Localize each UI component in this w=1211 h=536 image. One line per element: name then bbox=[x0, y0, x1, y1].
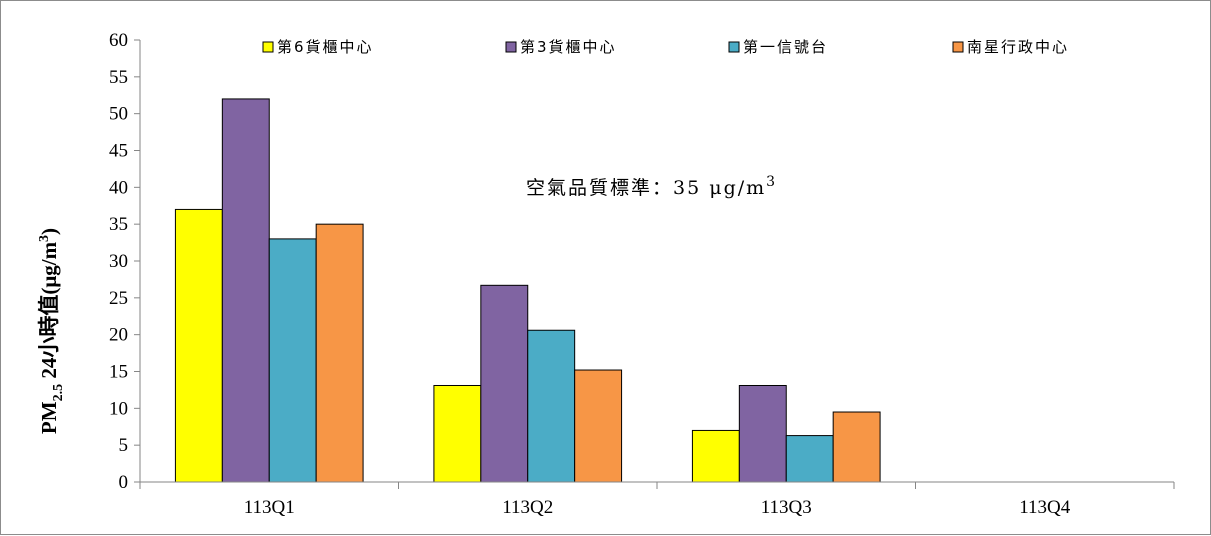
y-tick-label: 15 bbox=[109, 362, 128, 383]
legend-swatch bbox=[952, 41, 964, 53]
y-tick-label: 40 bbox=[109, 177, 128, 198]
y-tick-label: 35 bbox=[109, 214, 128, 235]
bar bbox=[221, 98, 270, 483]
legend-label: 第一信號台 bbox=[743, 38, 828, 56]
legend-swatch bbox=[262, 41, 274, 53]
y-tick-label: 25 bbox=[109, 288, 128, 309]
y-tick-label: 0 bbox=[119, 472, 129, 493]
x-tick-label: 113Q2 bbox=[502, 497, 553, 518]
y-tick-label: 45 bbox=[109, 141, 128, 162]
bar bbox=[832, 411, 881, 483]
bar bbox=[574, 369, 623, 483]
legend-label: 第6貨櫃中心 bbox=[277, 38, 374, 56]
y-axis-label: PM2.5 24小時值(μg/m3) bbox=[37, 228, 66, 434]
x-tick-label: 113Q4 bbox=[1019, 497, 1071, 518]
y-tick-label: 10 bbox=[109, 398, 128, 419]
bar bbox=[315, 223, 364, 483]
bars-layer bbox=[174, 98, 881, 483]
bar bbox=[268, 238, 317, 483]
bar bbox=[738, 384, 787, 483]
legend-label: 第3貨櫃中心 bbox=[520, 38, 617, 56]
reference-line-label: 空氣品質標準：35 μg/m3 bbox=[526, 174, 777, 199]
y-tick-label: 55 bbox=[109, 67, 128, 88]
y-tick-label: 50 bbox=[109, 104, 128, 125]
bar bbox=[174, 208, 223, 483]
bar bbox=[691, 429, 740, 483]
y-tick-label: 60 bbox=[109, 30, 128, 51]
y-tick-label: 20 bbox=[109, 325, 128, 346]
x-tick-label: 113Q3 bbox=[761, 497, 812, 518]
legend-swatch bbox=[728, 41, 740, 53]
bar bbox=[433, 384, 482, 483]
axes-layer: 0 5 10 15 20 25 30 35 40 45 50 55 60 113Q1 113Q2 113Q3 1… bbox=[109, 30, 1175, 518]
legend-swatch bbox=[505, 41, 517, 53]
bar bbox=[785, 435, 834, 483]
legend: 第6貨櫃中心 第3貨櫃中心 第一信號台 南星行政中心 bbox=[262, 38, 1069, 56]
y-tick-label: 5 bbox=[119, 435, 129, 456]
bar bbox=[480, 284, 529, 483]
bar bbox=[527, 329, 576, 483]
y-tick-label: 30 bbox=[109, 251, 128, 272]
x-tick-label: 113Q1 bbox=[244, 497, 295, 518]
legend-label: 南星行政中心 bbox=[967, 38, 1069, 56]
